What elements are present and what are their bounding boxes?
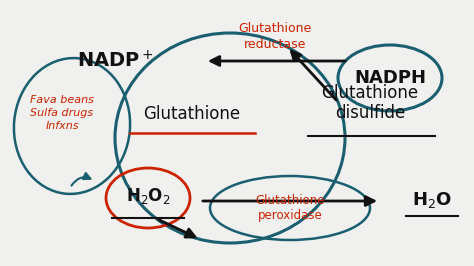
Text: Fava beans
Sulfa drugs
Infxns: Fava beans Sulfa drugs Infxns (30, 95, 94, 131)
Text: Glutathione
peroxidase: Glutathione peroxidase (255, 193, 325, 222)
Text: Glutathione: Glutathione (144, 105, 241, 123)
Text: NADP$^+$: NADP$^+$ (77, 50, 154, 72)
Text: H$_2$O$_2$: H$_2$O$_2$ (126, 186, 170, 206)
Text: H$_2$O: H$_2$O (412, 190, 452, 210)
Text: NADPH: NADPH (354, 69, 426, 87)
Text: Glutathione
disulfide: Glutathione disulfide (321, 84, 419, 122)
Text: Glutathione
reductase: Glutathione reductase (238, 22, 311, 51)
